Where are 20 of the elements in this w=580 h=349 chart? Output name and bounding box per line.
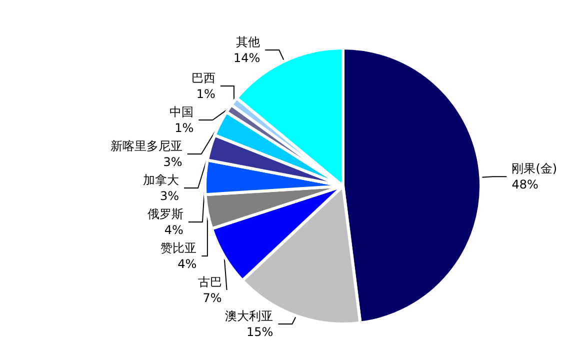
slice-label: 加拿大 — [143, 173, 180, 187]
slice-label: 中国 — [170, 105, 194, 119]
data-label: 4% — [178, 257, 197, 271]
data-label: 15% — [246, 325, 274, 339]
data-label: 1% — [174, 121, 194, 135]
slice-label: 古巴 — [198, 275, 222, 289]
data-label: 3% — [163, 155, 182, 169]
slice-label: 俄罗斯 — [147, 207, 184, 221]
data-label: 1% — [196, 87, 216, 101]
data-label: 3% — [160, 189, 180, 203]
data-label: 7% — [202, 291, 222, 305]
slice-label: 其他 — [236, 35, 260, 50]
slice-label: 澳大利亚 — [225, 309, 274, 323]
data-label: 14% — [233, 51, 260, 66]
data-label: 48% — [512, 178, 538, 192]
data-label: 4% — [164, 223, 184, 237]
slice-label: 赞比亚 — [160, 241, 197, 255]
slice-label: 刚果(金) — [512, 162, 558, 176]
slice-label: 新喀里多尼亚 — [110, 139, 182, 153]
slice-label: 巴西 — [191, 71, 216, 85]
